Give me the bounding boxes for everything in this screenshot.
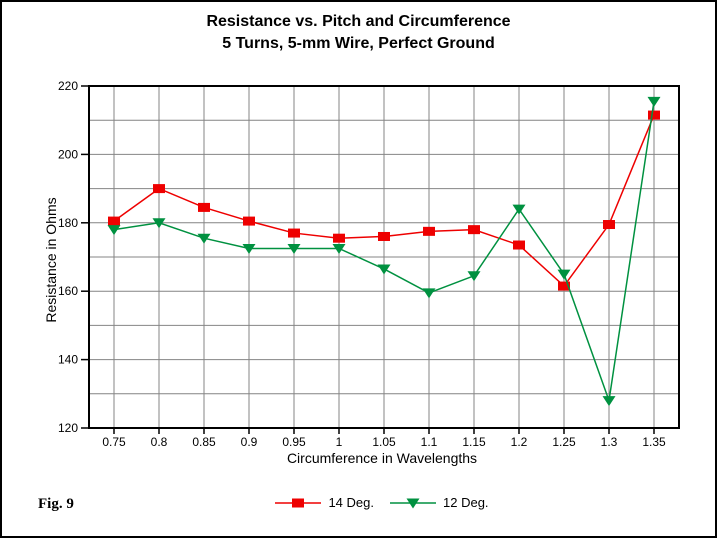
svg-text:180: 180 [58,216,78,230]
x-axis-title: Circumference in Wavelengths [286,450,478,466]
legend-item-12deg: 12 Deg. [390,495,489,510]
figure-number-label: Fig. 9 [38,496,74,512]
y-axis-title: Resistance in Ohms [43,197,59,323]
series-14-deg- [108,110,660,291]
legend: 14 Deg. 12 Deg. [87,495,677,510]
svg-text:120: 120 [58,421,78,435]
legend-label-14deg: 14 Deg. [328,495,374,510]
svg-text:1.2: 1.2 [511,435,528,449]
svg-text:200: 200 [58,147,78,161]
gridlines [89,86,679,428]
svg-text:160: 160 [58,284,78,298]
series-12-deg- [107,96,661,407]
chart-title-line2: 5 Turns, 5-mm Wire, Perfect Ground [222,35,495,52]
svg-text:1.05: 1.05 [372,435,396,449]
legend-label-12deg: 12 Deg. [443,495,489,510]
svg-text:1.35: 1.35 [642,435,666,449]
svg-text:0.85: 0.85 [192,435,216,449]
axis-tick-labels: 120 140 160 180 200 220 0.75 0.8 0.85 0.9 0.95 1 1.0… [58,79,666,449]
svg-text:0.95: 0.95 [282,435,306,449]
svg-text:0.9: 0.9 [241,435,258,449]
axis-ticks [81,85,655,434]
legend-swatch-12deg-icon [390,498,436,508]
svg-text:0.8: 0.8 [151,435,168,449]
svg-text:1: 1 [336,435,343,449]
legend-item-14deg: 14 Deg. [275,495,374,510]
svg-text:1.25: 1.25 [552,435,576,449]
svg-text:1.15: 1.15 [462,435,486,449]
chart-title-line1: Resistance vs. Pitch and Circumference [206,13,511,30]
svg-text:1.1: 1.1 [421,435,438,449]
svg-text:0.75: 0.75 [102,435,126,449]
svg-text:220: 220 [58,79,78,93]
legend-swatch-14deg-icon [275,498,322,507]
chart-title: Resistance vs. Pitch and Circumference 5… [2,11,715,55]
svg-text:140: 140 [58,353,78,367]
svg-text:1.3: 1.3 [601,435,618,449]
